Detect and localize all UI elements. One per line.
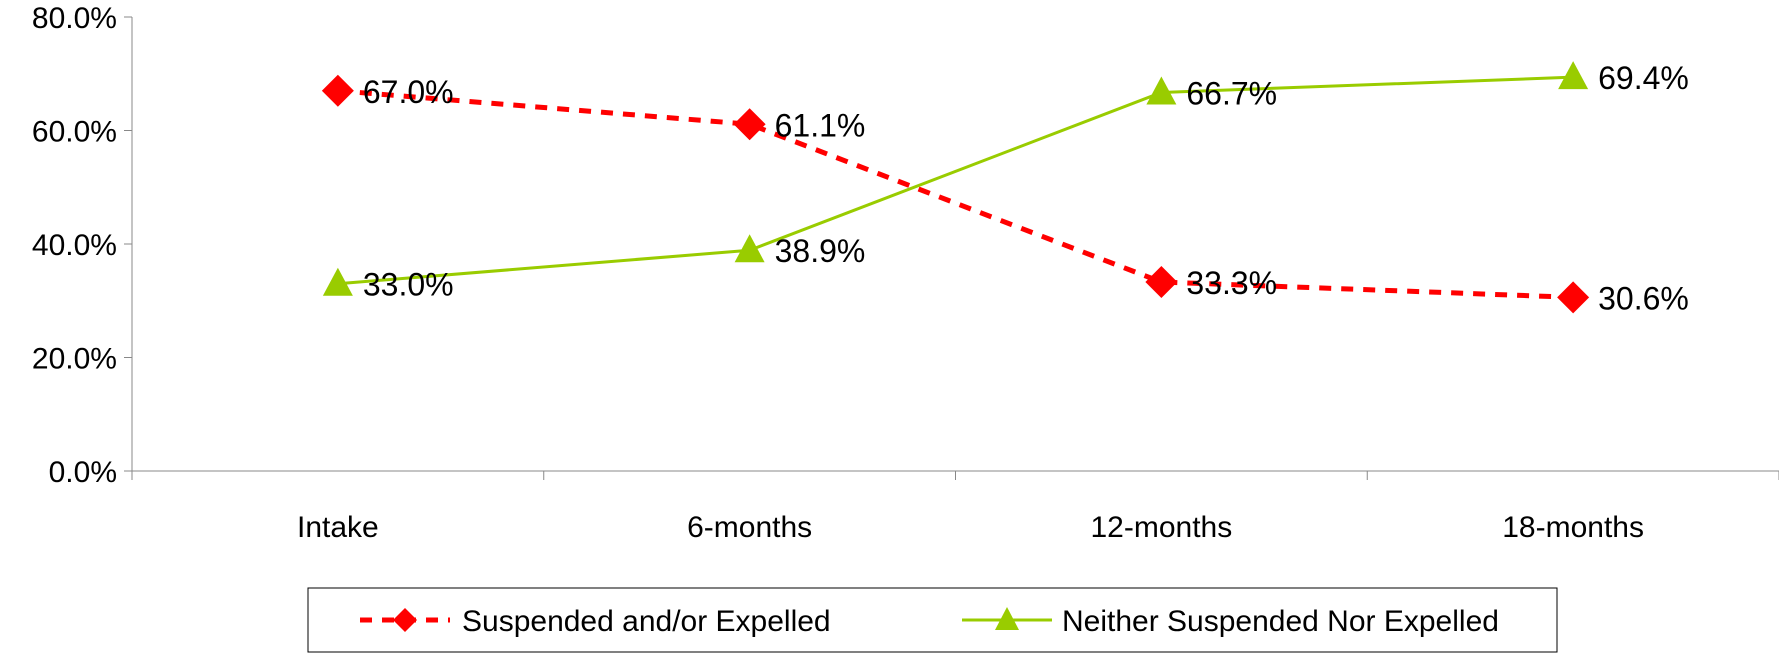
x-tick-label: 18-months [1502, 511, 1644, 544]
data-label: 66.7% [1186, 75, 1277, 111]
y-tick-label: 20.0% [32, 343, 117, 376]
data-label: 30.6% [1598, 280, 1689, 316]
data-point-triangle [1558, 61, 1588, 89]
data-point-diamond [322, 75, 354, 107]
data-label: 33.0% [363, 267, 454, 303]
y-tick-label: 60.0% [32, 116, 117, 149]
legend-label-neither: Neither Suspended Nor Expelled [1062, 605, 1499, 638]
x-tick-label: Intake [297, 511, 379, 544]
series-line-0 [338, 91, 1573, 298]
data-label: 69.4% [1598, 60, 1689, 96]
y-tick-label: 0.0% [49, 456, 117, 489]
x-tick-label: 6-months [687, 511, 812, 544]
legend: Suspended and/or Expelled Neither Suspen… [308, 588, 1557, 652]
y-tick-label: 80.0% [32, 2, 117, 35]
data-point-diamond [1557, 281, 1589, 313]
data-point-triangle [1146, 76, 1176, 104]
x-axis: Intake 6-months 12-months 18-months [132, 471, 1779, 544]
data-label: 67.0% [363, 74, 454, 110]
data-labels: 67.0% 61.1% 33.3% 30.6% 33.0% 38.9% 66.7% 69.4% [363, 60, 1689, 316]
y-axis: 0.0% 20.0% 40.0% 60.0% 80.0% [32, 2, 132, 489]
data-label: 38.9% [775, 233, 866, 269]
legend-label-suspended: Suspended and/or Expelled [462, 605, 831, 638]
data-label: 61.1% [775, 107, 866, 143]
data-point-triangle [735, 234, 765, 262]
y-tick-label: 40.0% [32, 229, 117, 262]
series-layer [322, 61, 1589, 313]
x-tick-label: 12-months [1091, 511, 1233, 544]
data-point-diamond [1145, 266, 1177, 298]
data-point-diamond [734, 108, 766, 140]
data-label: 33.3% [1186, 265, 1277, 301]
